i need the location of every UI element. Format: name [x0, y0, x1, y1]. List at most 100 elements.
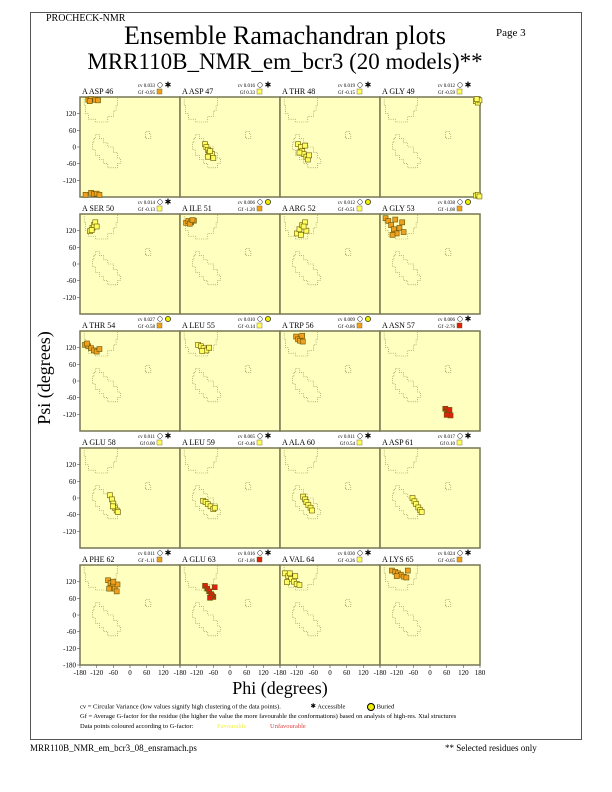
footer-filename: MRR110B_NMR_em_bcr3_08_ensramach.ps	[30, 743, 197, 753]
allowed-region	[192, 251, 221, 286]
plot-a-glu-63: A GLU 63 cv 0.016 Gf -1.86 ✱ -180 -120 -60 0 60 1…	[174, 549, 281, 677]
cv-value: cv 0.024	[438, 552, 456, 557]
x-tick-label: -180	[174, 669, 187, 677]
x-tick-label: -60	[309, 669, 319, 677]
data-point	[443, 412, 450, 418]
y-tick-label: 0	[73, 378, 77, 386]
allowed-region	[244, 131, 252, 139]
allowed-region	[383, 330, 418, 357]
accessible-icon: ✱	[165, 81, 172, 90]
data-point	[110, 578, 117, 585]
gf-colour-box	[156, 205, 163, 212]
allowed-region	[92, 602, 121, 637]
plot-area	[79, 447, 181, 549]
gf-value: Gf -0.86	[338, 325, 355, 330]
gf-colour-box	[356, 205, 363, 212]
plot-a-val-64: A VAL 64 cv 0.030 Gf -0.26 ✱ -180 -120 -60 0 60 1…	[274, 549, 381, 677]
x-tick-label: 120	[458, 669, 469, 677]
accessible-icon: ✱	[465, 549, 472, 558]
x-tick-label: -120	[390, 669, 403, 677]
residue-label: A LEU 55	[182, 321, 215, 330]
clock-icon	[357, 316, 363, 322]
residue-label: A ASN 57	[382, 321, 415, 330]
unfavourable-label: Unfavourable	[270, 723, 306, 730]
allowed-region	[144, 131, 152, 139]
allowed-region	[444, 482, 452, 490]
plot-a-gly-53: A GLY 53 cv 0.038 Gf -1.08	[379, 199, 481, 315]
buried-icon	[366, 703, 375, 711]
cv-value: cv 0.033	[138, 84, 156, 89]
data-point	[392, 216, 399, 223]
x-tick-label: 60	[243, 669, 251, 677]
gf-value: Gf 0.00	[140, 442, 156, 447]
residue-label: A TRP 56	[282, 321, 314, 330]
y-tick-label: -60	[67, 511, 77, 519]
gf-value: Gf -1.86	[238, 559, 255, 564]
buried-icon	[365, 199, 371, 205]
allowed-region	[444, 131, 452, 139]
cv-description: cv = Circular Variance (low values signi…	[80, 703, 281, 711]
x-tick-label: -180	[74, 669, 87, 677]
data-point	[404, 567, 411, 574]
residue-label: A ASP 46	[82, 87, 113, 96]
gf-colour-box	[356, 322, 363, 329]
y-tick-label: -60	[67, 628, 77, 636]
gf-colour-box	[356, 439, 363, 446]
gf-colour-box	[256, 88, 263, 95]
cv-value: cv 0.009	[338, 318, 356, 323]
y-tick-label: 120	[66, 344, 77, 352]
plot-a-ser-50: A SER 50 cv 0.014 Gf -0.13 ✱ -120 -60 0 60 120	[63, 198, 181, 315]
cv-value: cv 0.011	[138, 552, 156, 557]
x-tick-label: 60	[143, 669, 151, 677]
data-point	[211, 504, 218, 511]
accessible-icon: ✱	[365, 549, 372, 558]
allowed-region	[444, 599, 452, 607]
gf-value: Gf -0.65	[438, 559, 455, 564]
data-point	[446, 407, 453, 413]
footer-note: ** Selected residues only	[445, 743, 537, 753]
clock-icon	[257, 316, 263, 322]
data-point	[299, 338, 306, 345]
gf-value: Gf 0.10	[440, 442, 456, 447]
clock-icon	[357, 199, 363, 205]
gf-colour-box	[456, 205, 463, 212]
plot-area	[179, 330, 281, 432]
allowed-region	[444, 248, 452, 256]
allowed-region	[292, 251, 321, 286]
allowed-region	[283, 447, 318, 474]
y-tick-label: 60	[69, 361, 77, 369]
data-point	[284, 579, 290, 586]
plot-area	[79, 96, 181, 198]
gf-colour-box	[456, 439, 463, 446]
plot-a-thr-48: A THR 48 cv 0.019 Gf -0.15 ✱	[279, 81, 381, 198]
residue-label: A GLU 58	[82, 438, 116, 447]
plot-area	[279, 447, 381, 549]
page-title: Ensemble Ramachandran plots	[123, 21, 447, 50]
residue-label: A GLU 63	[182, 555, 216, 564]
buried-icon	[165, 316, 171, 322]
buried-icon	[365, 316, 371, 322]
plot-a-thr-54: A THR 54 cv 0.027 Gf -0.58 -120 -60 0 60 120	[63, 316, 181, 432]
allowed-region	[383, 213, 418, 240]
plot-a-lys-65: A LYS 65 cv 0.024 Gf -0.65 ✱ -180 -120 -60 0 60 1…	[374, 549, 486, 678]
allowed-region	[292, 485, 321, 520]
program-name: PROCHECK-NMR	[46, 13, 126, 24]
gf-value: Gf -2.76	[438, 325, 455, 330]
x-tick-label: 0	[128, 669, 132, 677]
allowed-region	[383, 96, 418, 123]
data-point	[476, 193, 483, 200]
data-point	[393, 573, 400, 579]
residue-label: A ASP 47	[182, 87, 213, 96]
data-point	[206, 344, 212, 351]
data-point	[211, 584, 218, 591]
page-frame	[30, 12, 582, 740]
gf-value: Gf -0.15	[338, 91, 355, 96]
accessible-icon: ✱	[365, 81, 372, 90]
gf-description: Gf = Average G-factor for the residue (t…	[80, 713, 457, 720]
plot-area	[279, 213, 381, 315]
data-point	[106, 585, 112, 592]
data-point	[86, 98, 93, 104]
gf-colour-box	[156, 439, 163, 446]
allowed-region	[92, 134, 121, 169]
